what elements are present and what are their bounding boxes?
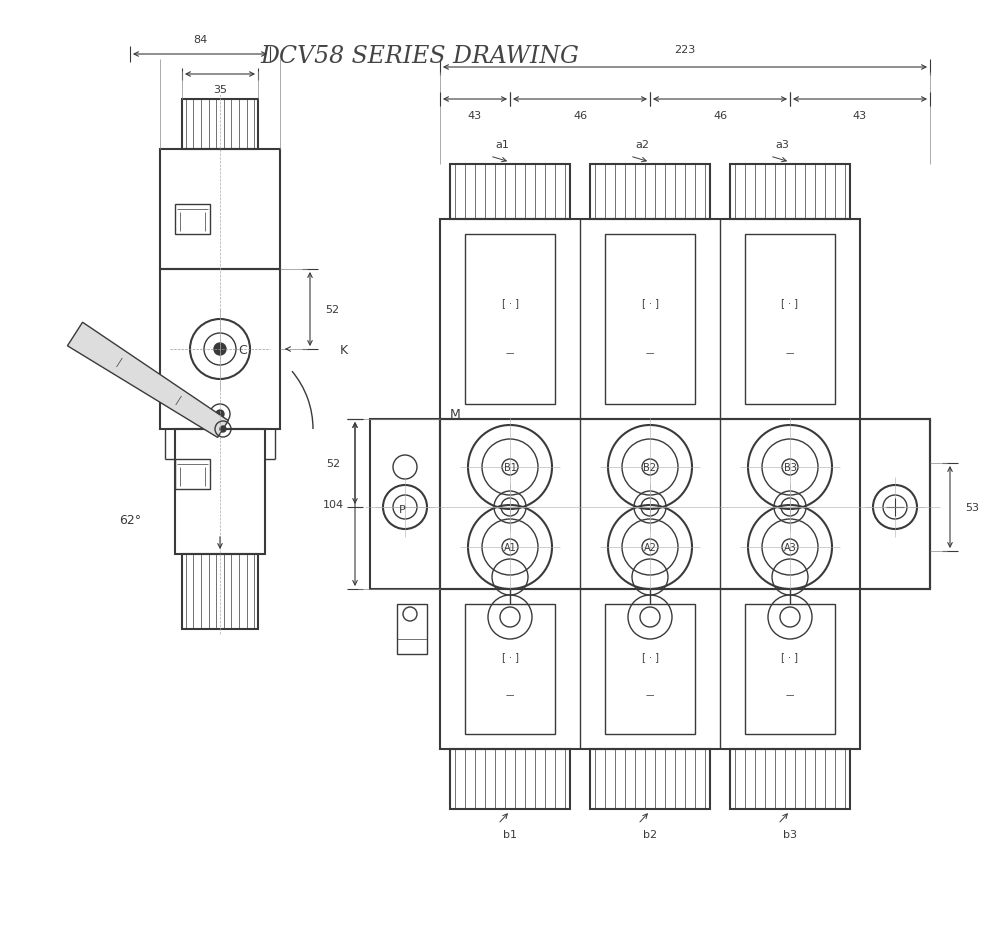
Text: 52: 52 — [326, 459, 340, 469]
Text: a1: a1 — [495, 139, 509, 150]
Text: a3: a3 — [775, 139, 789, 150]
Text: —: — — [786, 691, 794, 700]
Text: 223: 223 — [674, 45, 696, 55]
Text: C: C — [238, 344, 247, 356]
Circle shape — [216, 411, 224, 418]
Text: M: M — [450, 408, 461, 421]
Text: [ · ]: [ · ] — [781, 298, 798, 308]
Text: DCV58 SERIES DRAWING: DCV58 SERIES DRAWING — [261, 45, 579, 67]
Text: 43: 43 — [468, 110, 482, 121]
Text: b1: b1 — [503, 829, 517, 839]
Text: B1: B1 — [504, 462, 516, 473]
Text: B3: B3 — [784, 462, 796, 473]
Text: [ · ]: [ · ] — [502, 651, 518, 662]
Text: —: — — [646, 349, 654, 358]
Text: b2: b2 — [643, 829, 657, 839]
Text: A3: A3 — [784, 543, 796, 552]
Text: b3: b3 — [783, 829, 797, 839]
Text: 46: 46 — [713, 110, 727, 121]
Text: 84: 84 — [193, 35, 207, 45]
Text: a2: a2 — [635, 139, 649, 150]
Text: [ · ]: [ · ] — [642, 651, 658, 662]
Text: 43: 43 — [853, 110, 867, 121]
Text: 62°: 62° — [119, 513, 141, 526]
Text: [ · ]: [ · ] — [781, 651, 798, 662]
Text: 104: 104 — [322, 500, 344, 509]
Text: B2: B2 — [644, 462, 656, 473]
Text: [ · ]: [ · ] — [502, 298, 518, 308]
Text: —: — — [646, 691, 654, 700]
Text: —: — — [786, 349, 794, 358]
Text: A1: A1 — [504, 543, 516, 552]
Text: A2: A2 — [644, 543, 656, 552]
Text: K: K — [340, 344, 348, 356]
Text: 46: 46 — [573, 110, 587, 121]
Text: 35: 35 — [213, 85, 227, 95]
Text: —: — — [506, 349, 514, 358]
Text: 53: 53 — [965, 503, 979, 512]
Text: 52: 52 — [325, 305, 339, 314]
Polygon shape — [67, 323, 228, 438]
Text: [ · ]: [ · ] — [642, 298, 658, 308]
Text: P: P — [399, 505, 405, 515]
Circle shape — [220, 427, 226, 432]
Circle shape — [214, 344, 226, 356]
Text: —: — — [506, 691, 514, 700]
